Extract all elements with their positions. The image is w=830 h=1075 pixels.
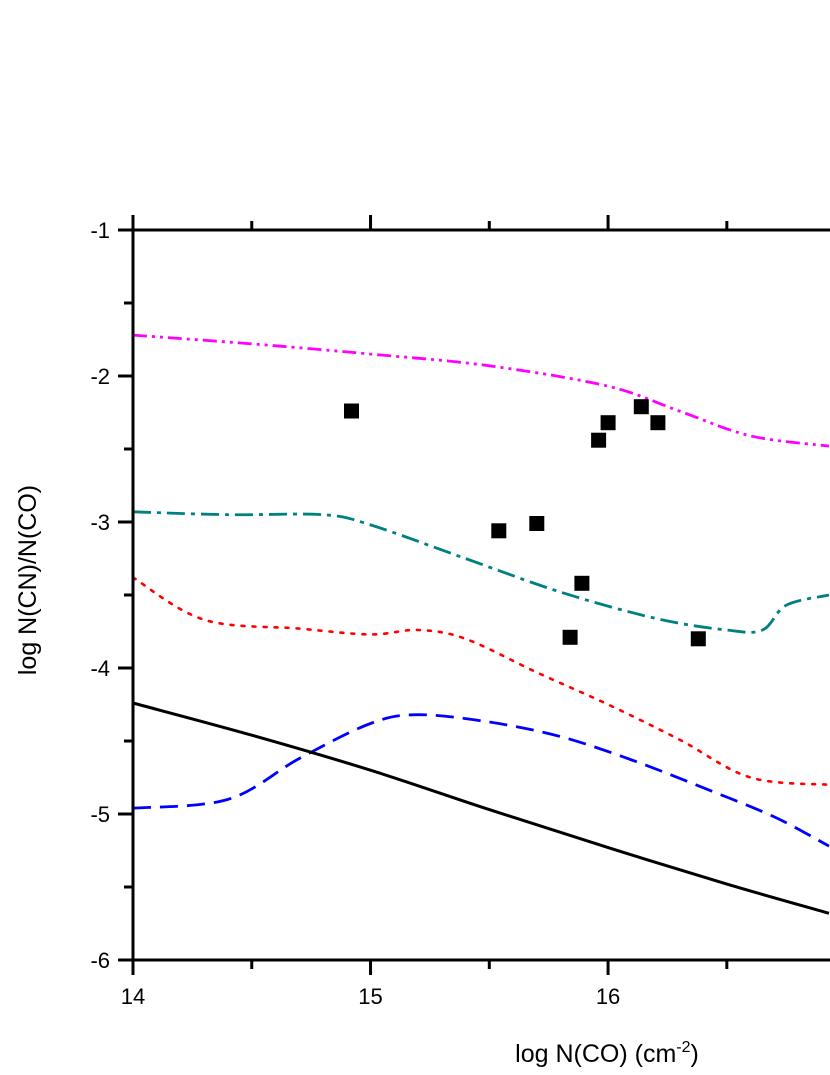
- model-curve-3: [131, 576, 830, 787]
- data-point-7: [600, 415, 616, 431]
- data-point-8: [633, 399, 649, 415]
- model-curve-2: [132, 510, 830, 634]
- x-axis-title-superscript: -2: [676, 1039, 690, 1056]
- model-curve-1: [132, 333, 830, 448]
- x-axis-title: log N(CO) (cm-2): [515, 1039, 699, 1068]
- plot-area: [131, 333, 830, 915]
- data-point-5: [574, 575, 590, 591]
- x-tick-label: 16: [596, 984, 620, 1009]
- x-axis-title-close: ): [691, 1040, 699, 1068]
- ticks: [118, 215, 729, 975]
- axes: [131, 228, 830, 962]
- y-tick-label: -4: [90, 656, 110, 681]
- data-point-4: [562, 629, 578, 645]
- y-tick-label: -2: [90, 364, 110, 389]
- x-axis-title-main: log N(CO) (cm: [515, 1040, 676, 1068]
- y-tick-label: -1: [90, 218, 110, 243]
- x-tick-label: 14: [121, 984, 145, 1009]
- y-tick-label: -3: [90, 510, 110, 535]
- data-point-2: [491, 523, 507, 539]
- y-tick-label: -5: [90, 802, 110, 827]
- y-axis-title: log N(CN)/N(CO): [14, 485, 42, 675]
- x-tick-label: 15: [358, 984, 382, 1009]
- model-curve-5: [132, 701, 830, 915]
- model-curve-4: [132, 713, 830, 848]
- data-point-10: [690, 631, 706, 647]
- data-point-6: [591, 432, 607, 448]
- data-point-1: [344, 403, 359, 419]
- tick-labels: 14 15 16 -1 -2 -3 -4 -5 -6: [90, 218, 620, 1009]
- data-point-9: [650, 415, 666, 431]
- y-tick-label: -6: [90, 948, 110, 973]
- data-point-3: [529, 516, 545, 531]
